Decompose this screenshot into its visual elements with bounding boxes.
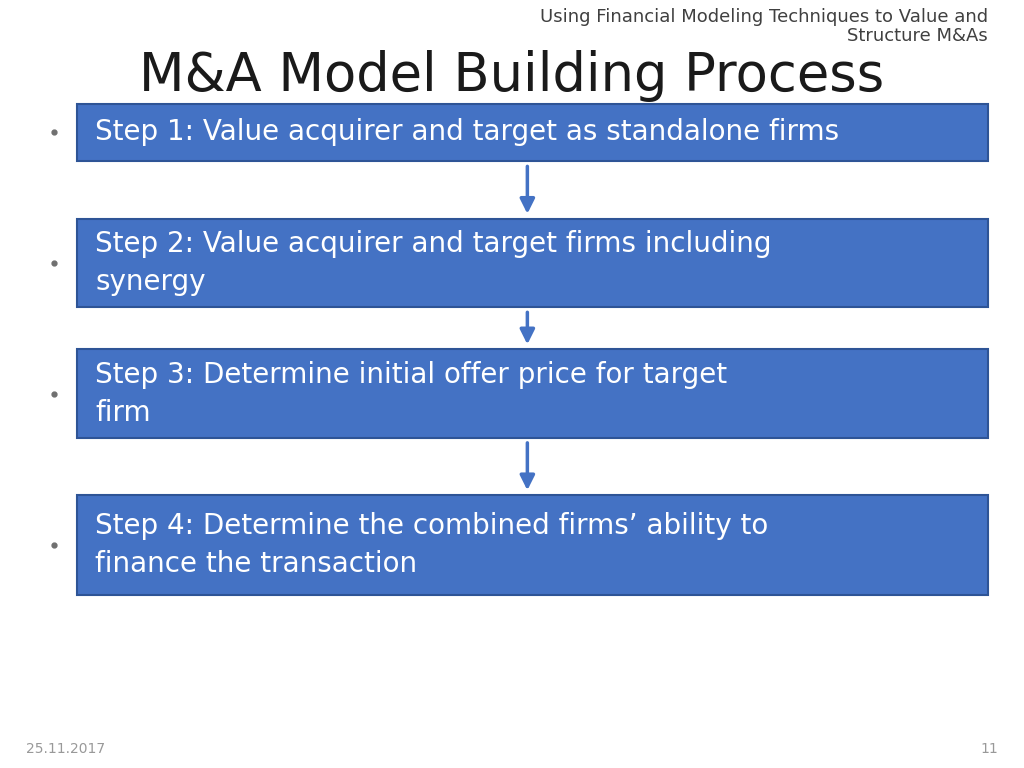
- Text: Structure M&As: Structure M&As: [848, 27, 988, 45]
- Text: Using Financial Modeling Techniques to Value and: Using Financial Modeling Techniques to V…: [540, 8, 988, 25]
- FancyArrowPatch shape: [521, 167, 534, 210]
- FancyArrowPatch shape: [521, 313, 534, 340]
- FancyBboxPatch shape: [77, 495, 988, 595]
- FancyBboxPatch shape: [77, 219, 988, 307]
- Text: Step 2: Value acquirer and target firms including
synergy: Step 2: Value acquirer and target firms …: [95, 230, 772, 296]
- Text: Step 4: Determine the combined firms’ ability to
finance the transaction: Step 4: Determine the combined firms’ ab…: [95, 512, 768, 578]
- FancyArrowPatch shape: [521, 443, 534, 486]
- FancyBboxPatch shape: [77, 349, 988, 438]
- Text: Step 1: Value acquirer and target as standalone firms: Step 1: Value acquirer and target as sta…: [95, 118, 840, 147]
- FancyBboxPatch shape: [77, 104, 988, 161]
- Text: 11: 11: [981, 743, 998, 756]
- Text: Step 3: Determine initial offer price for target
firm: Step 3: Determine initial offer price fo…: [95, 361, 727, 426]
- Text: M&A Model Building Process: M&A Model Building Process: [139, 50, 885, 102]
- Text: 25.11.2017: 25.11.2017: [26, 743, 104, 756]
